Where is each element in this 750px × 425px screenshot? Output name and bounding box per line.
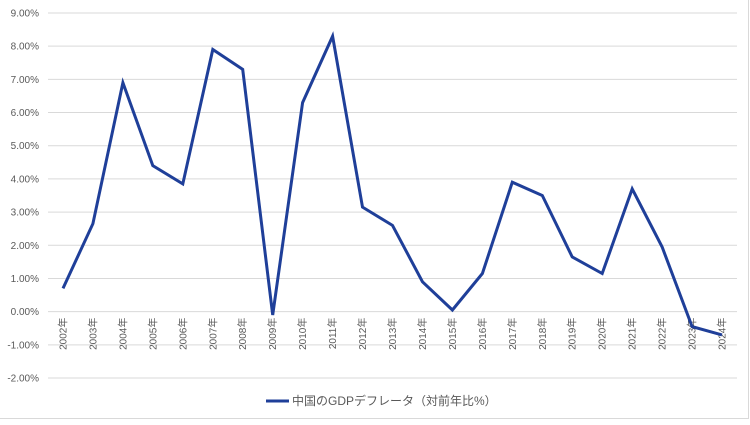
x-tick-label: 2017年 xyxy=(506,318,519,350)
y-tick-label: 5.00% xyxy=(11,141,39,152)
x-tick-label: 2010年 xyxy=(296,318,309,350)
x-tick-label: 2015年 xyxy=(446,318,459,350)
x-tick-label: 2012年 xyxy=(356,318,369,350)
x-tick-label: 2013年 xyxy=(386,318,399,350)
x-tick-label: 2022年 xyxy=(656,318,669,350)
x-tick-label: 2020年 xyxy=(596,318,609,350)
y-tick-label: -1.00% xyxy=(7,340,39,351)
x-tick-label: 2014年 xyxy=(416,318,429,350)
y-tick-label: 3.00% xyxy=(11,208,39,219)
legend-label: 中国のGDPデフレータ（対前年比%） xyxy=(292,393,497,408)
x-tick-label: 2004年 xyxy=(116,318,129,350)
x-tick-label: 2016年 xyxy=(476,318,489,350)
y-tick-label: 9.00% xyxy=(11,9,39,20)
gridlines xyxy=(48,12,737,379)
x-tick-label: 2009年 xyxy=(266,318,279,350)
x-tick-label: 2006年 xyxy=(176,318,189,350)
y-tick-label: 4.00% xyxy=(11,174,39,185)
x-tick-label: 2003年 xyxy=(86,318,99,350)
x-tick-label: 2018年 xyxy=(536,318,549,350)
y-tick-label: 1.00% xyxy=(11,274,39,285)
x-tick-label: 2023年 xyxy=(686,318,699,350)
y-tick-label: 6.00% xyxy=(11,108,39,119)
y-tick-label: 8.00% xyxy=(11,42,39,53)
y-axis-tick-labels: 9.00% 8.00% 7.00% 6.00% 5.00% 4.00% 3.00% 2.00%… xyxy=(7,9,39,385)
x-tick-label: 2021年 xyxy=(626,318,639,350)
x-tick-label: 2011年 xyxy=(326,318,339,350)
y-tick-label: 2.00% xyxy=(11,241,39,252)
x-tick-label: 2002年 xyxy=(56,318,69,350)
x-tick-label: 2008年 xyxy=(236,318,249,350)
y-tick-label: 7.00% xyxy=(11,75,39,86)
y-tick-label: 0.00% xyxy=(11,307,39,318)
legend[interactable]: 中国のGDPデフレータ（対前年比%） xyxy=(266,393,497,408)
x-tick-label: 2007年 xyxy=(206,318,219,350)
series-line[interactable] xyxy=(61,31,723,337)
x-tick-label: 2019年 xyxy=(566,318,579,350)
x-axis-tick-labels: 2002年 2003年 2004年 2005年 2006年 2007年 2008年 2009年… xyxy=(56,318,728,350)
y-tick-label: -2.00% xyxy=(7,374,39,385)
x-tick-label: 2005年 xyxy=(146,318,159,350)
data-series xyxy=(61,31,723,337)
